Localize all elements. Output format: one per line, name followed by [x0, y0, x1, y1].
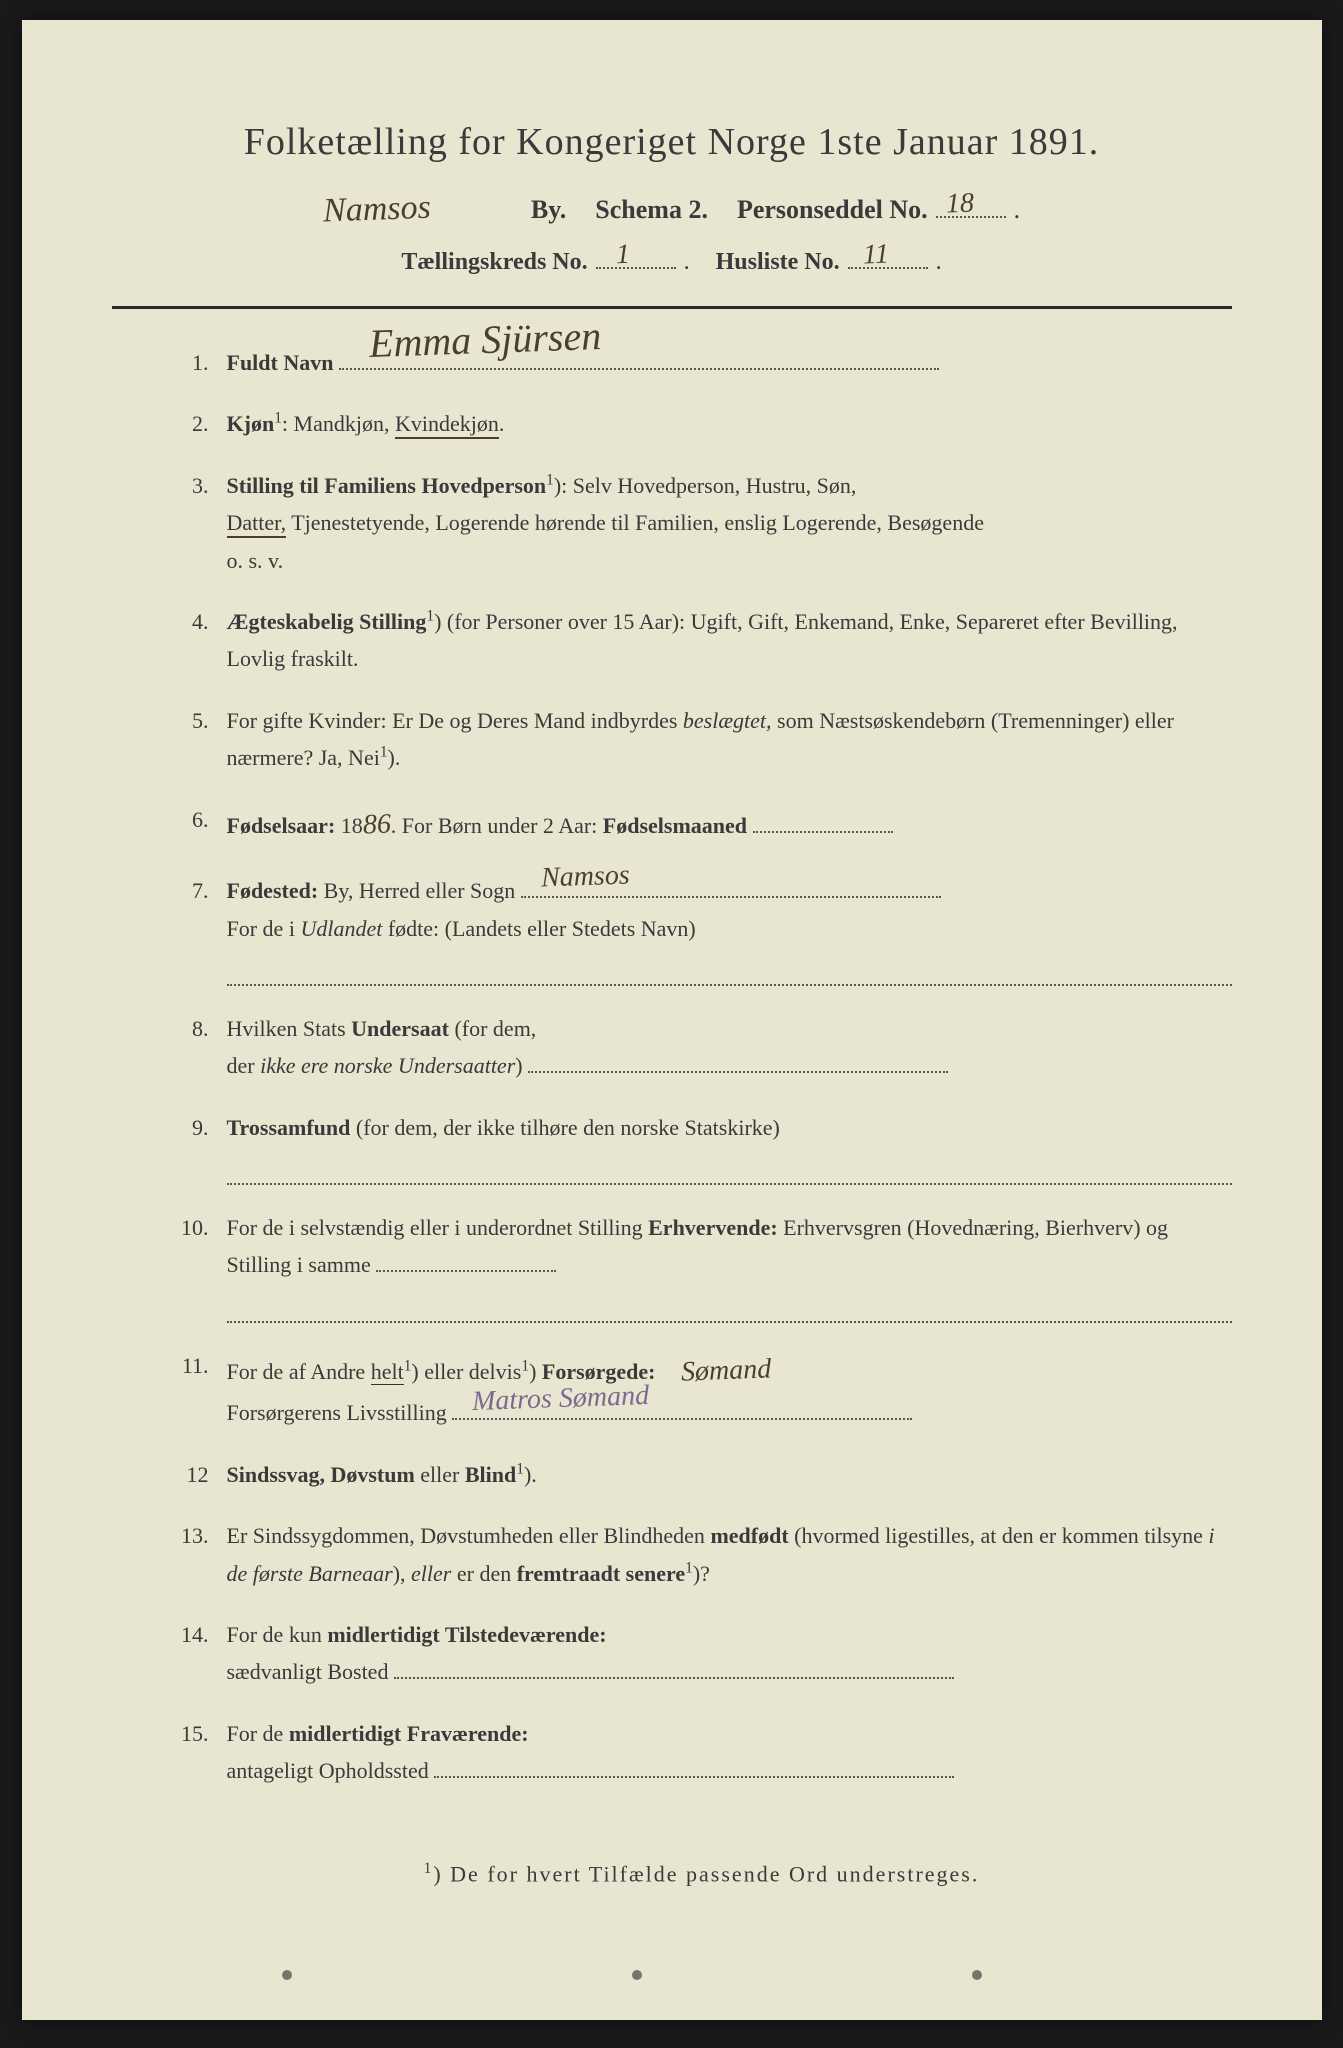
question-13: 13. Er Sindssygdommen, Døvstumheden elle…	[172, 1517, 1232, 1592]
footnote: 1) De for hvert Tilfælde passende Ord un…	[112, 1860, 1232, 1887]
main-title: Folketælling for Kongeriget Norge 1ste J…	[112, 120, 1232, 164]
q-num: 5.	[172, 702, 227, 777]
question-5: 5. For gifte Kvinder: Er De og Deres Man…	[172, 702, 1232, 777]
question-7: 7. Fødested: By, Herred eller Sogn Namso…	[172, 872, 1232, 986]
question-11: 11. For de af Andre helt1) eller delvis1…	[172, 1347, 1232, 1432]
q-num: 13.	[172, 1517, 227, 1592]
question-10: 10. For de i selvstændig eller i underor…	[172, 1209, 1232, 1323]
question-15: 15. For de midlertidigt Fraværende: anta…	[172, 1715, 1232, 1790]
q2-label: Kjøn	[227, 411, 275, 436]
city-handwritten: Namsos	[322, 186, 523, 231]
q-num: 8.	[172, 1010, 227, 1085]
q-num: 7.	[172, 872, 227, 986]
q3-selected: Datter,	[227, 510, 287, 538]
kreds-label: Tællingskreds No.	[401, 249, 587, 276]
q11-hw1: Sømand	[680, 1345, 772, 1396]
header-block: Folketælling for Kongeriget Norge 1ste J…	[112, 120, 1232, 276]
header-row-1: Namsos By. Schema 2. Personseddel No. 18…	[112, 189, 1232, 227]
divider-line	[112, 306, 1232, 309]
q11-hw2: Matros Sømand	[471, 1372, 650, 1426]
question-14: 14. For de kun midlertidigt Tilstedevære…	[172, 1616, 1232, 1691]
q-num: 15.	[172, 1715, 227, 1790]
q4-label: Ægteskabelig Stilling	[227, 609, 427, 634]
q3-label: Stilling til Familiens Hovedperson	[227, 473, 547, 498]
q-num: 10.	[172, 1209, 227, 1323]
header-row-2: Tællingskreds No. 1 . Husliste No. 11 .	[112, 245, 1232, 276]
q6-year-hw: 86	[362, 800, 392, 849]
q12-label: Sindssvag, Døvstum	[227, 1462, 415, 1487]
by-label: By.	[531, 195, 566, 225]
census-form-page: Folketælling for Kongeriget Norge 1ste J…	[22, 20, 1322, 2020]
question-12: 12 Sindssvag, Døvstum eller Blind1).	[172, 1456, 1232, 1493]
q7-label: Fødested:	[227, 878, 319, 903]
q-num: 2.	[172, 405, 227, 442]
kreds-no-hw: 1	[615, 239, 630, 271]
q7-place-hw: Namsos	[540, 851, 630, 902]
q-num: 6.	[172, 801, 227, 849]
question-3: 3. Stilling til Familiens Hovedperson1):…	[172, 467, 1232, 579]
q-num: 11.	[172, 1347, 227, 1432]
question-1: 1. Fuldt Navn Emma Sjürsen	[172, 344, 1232, 381]
q-num: 1.	[172, 344, 227, 381]
schema-label: Schema 2.	[595, 195, 708, 225]
question-9: 9. Trossamfund (for dem, der ikke tilhør…	[172, 1109, 1232, 1185]
personseddel-no-hw: 18	[945, 188, 974, 221]
q-num: 9.	[172, 1109, 227, 1185]
husliste-no-hw: 11	[862, 239, 889, 272]
question-6: 6. Fødselsaar: 1886. For Børn under 2 Aa…	[172, 801, 1232, 849]
question-2: 2. Kjøn1: Mandkjøn, Kvindekjøn.	[172, 405, 1232, 442]
question-4: 4. Ægteskabelig Stilling1) (for Personer…	[172, 603, 1232, 678]
q9-label: Trossamfund	[227, 1115, 351, 1140]
q1-label: Fuldt Navn	[227, 350, 334, 375]
q-num: 4.	[172, 603, 227, 678]
punch-hole	[632, 1970, 642, 1980]
q-num: 3.	[172, 467, 227, 579]
husliste-label: Husliste No.	[716, 249, 840, 276]
q2-selected: Kvindekjøn	[395, 411, 499, 439]
personseddel-label: Personseddel No.	[737, 195, 928, 225]
question-8: 8. Hvilken Stats Undersaat (for dem, der…	[172, 1010, 1232, 1085]
q1-name-hw: Emma Sjürsen	[368, 302, 602, 378]
questions-list: 1. Fuldt Navn Emma Sjürsen 2. Kjøn1: Man…	[112, 344, 1232, 1790]
q-num: 14.	[172, 1616, 227, 1691]
q-num: 12	[172, 1456, 227, 1493]
q6-label: Fødselsaar:	[227, 813, 336, 838]
